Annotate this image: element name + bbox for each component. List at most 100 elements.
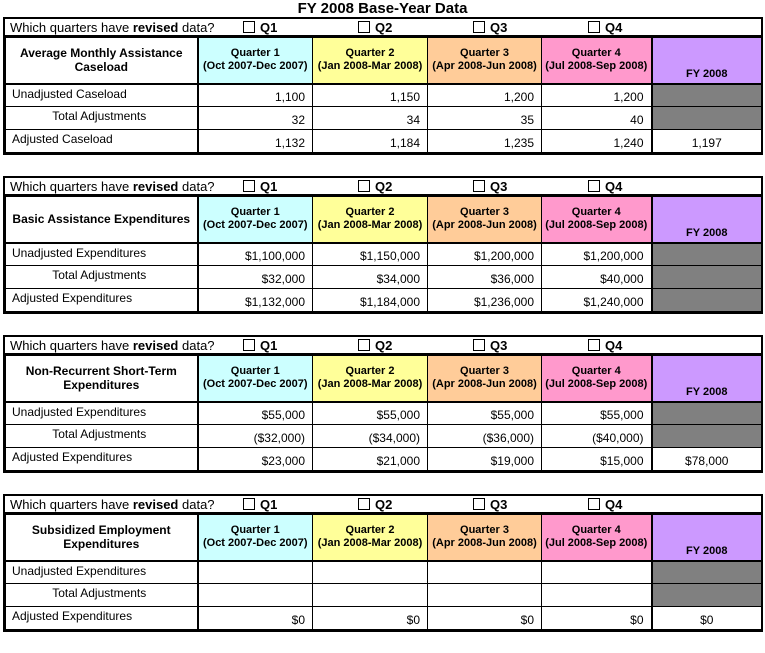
q4-checkbox-group[interactable]: Q4 (588, 338, 703, 353)
table-row: Adjusted Expenditures $23,000 $21,000 $1… (5, 447, 762, 471)
value-cell[interactable]: 1,200 (427, 83, 542, 107)
q3-checkbox[interactable] (473, 339, 485, 351)
value-cell[interactable]: $19,000 (427, 447, 542, 471)
table-non-recurrent: Which quarters have revised data? Q1 Q2 … (3, 335, 763, 473)
value-cell[interactable]: $55,000 (427, 401, 542, 425)
value-cell[interactable]: 1,100 (196, 83, 313, 107)
value-cell[interactable]: $34,000 (312, 265, 428, 289)
q2-checkbox[interactable] (358, 339, 370, 351)
fy-value-cell[interactable]: 1,197 (650, 129, 762, 153)
value-cell[interactable]: 35 (427, 106, 542, 130)
value-cell[interactable]: 1,150 (312, 83, 428, 107)
q2-checkbox-group[interactable]: Q2 (358, 20, 473, 35)
value-cell[interactable]: 1,235 (427, 129, 542, 153)
value-cell[interactable] (196, 560, 313, 584)
q2-checkbox[interactable] (358, 21, 370, 33)
question-text-post: data? (178, 19, 215, 35)
value-cell[interactable]: $0 (196, 606, 313, 630)
q4-checkbox[interactable] (588, 498, 600, 510)
value-cell[interactable]: 40 (541, 106, 652, 130)
value-cell[interactable]: $15,000 (541, 447, 652, 471)
value-cell[interactable]: $1,200,000 (541, 242, 652, 266)
quarter1-title: Quarter 1 (230, 523, 280, 536)
quarter4-title: Quarter 4 (571, 46, 621, 59)
value-cell[interactable]: $0 (541, 606, 652, 630)
value-cell[interactable]: 32 (196, 106, 313, 130)
value-cell[interactable]: ($34,000) (312, 424, 428, 448)
value-cell[interactable]: $36,000 (427, 265, 542, 289)
value-cell[interactable]: $55,000 (196, 401, 313, 425)
value-cell[interactable]: 1,132 (196, 129, 313, 153)
value-cell[interactable] (196, 583, 313, 607)
value-cell[interactable]: $1,184,000 (312, 288, 428, 312)
value-cell[interactable]: ($32,000) (196, 424, 313, 448)
value-cell[interactable]: $0 (312, 606, 428, 630)
page-title: FY 2008 Base-Year Data (297, 0, 468, 17)
value-cell[interactable]: 34 (312, 106, 428, 130)
value-cell[interactable] (312, 560, 428, 584)
q1-checkbox-group[interactable]: Q1 (243, 179, 358, 194)
q1-checkbox-group[interactable]: Q1 (243, 497, 358, 512)
value-cell[interactable] (541, 583, 652, 607)
q1-checkbox[interactable] (243, 498, 255, 510)
q4-checkbox-group[interactable]: Q4 (588, 20, 703, 35)
q2-checkbox[interactable] (358, 498, 370, 510)
q2-checkbox-group[interactable]: Q2 (358, 338, 473, 353)
q4-checkbox[interactable] (588, 339, 600, 351)
value-cell[interactable]: $1,200,000 (427, 242, 542, 266)
value-cell[interactable]: 1,240 (541, 129, 652, 153)
q3-checkbox-group[interactable]: Q3 (473, 338, 588, 353)
q1-checkbox-group[interactable]: Q1 (243, 338, 358, 353)
q2-checkbox-group[interactable]: Q2 (358, 179, 473, 194)
q3-checkbox-group[interactable]: Q3 (473, 497, 588, 512)
q3-checkbox-label: Q3 (490, 496, 508, 512)
q4-checkbox-group[interactable]: Q4 (588, 179, 703, 194)
q4-checkbox[interactable] (588, 180, 600, 192)
q2-checkbox[interactable] (358, 180, 370, 192)
fy-value-cell[interactable]: $78,000 (650, 447, 762, 471)
q3-checkbox[interactable] (473, 180, 485, 192)
quarter1-header: Quarter 1 (Oct 2007-Dec 2007) (196, 355, 313, 403)
q3-checkbox-group[interactable]: Q3 (473, 20, 588, 35)
quarter3-range: (Apr 2008-Jun 2008) (432, 60, 537, 73)
q3-checkbox[interactable] (473, 21, 485, 33)
q4-checkbox-group[interactable]: Q4 (588, 497, 703, 512)
quarter3-range: (Apr 2008-Jun 2008) (432, 219, 537, 232)
value-cell[interactable] (427, 583, 542, 607)
value-cell[interactable]: $1,236,000 (427, 288, 542, 312)
quarter4-range: (Jul 2008-Sep 2008) (545, 219, 648, 232)
q4-checkbox[interactable] (588, 21, 600, 33)
value-cell[interactable]: $55,000 (312, 401, 428, 425)
value-cell[interactable]: $23,000 (196, 447, 313, 471)
q4-checkbox-label: Q4 (605, 178, 623, 194)
value-cell[interactable]: 1,184 (312, 129, 428, 153)
quarter3-header: Quarter 3 (Apr 2008-Jun 2008) (427, 514, 542, 562)
value-cell[interactable]: $1,100,000 (196, 242, 313, 266)
q1-checkbox-group[interactable]: Q1 (243, 20, 358, 35)
value-cell[interactable]: $40,000 (541, 265, 652, 289)
quarter1-title: Quarter 1 (230, 46, 280, 59)
q1-checkbox[interactable] (243, 180, 255, 192)
value-cell[interactable]: $1,150,000 (312, 242, 428, 266)
q3-checkbox[interactable] (473, 498, 485, 510)
q1-checkbox[interactable] (243, 339, 255, 351)
quarter2-header: Quarter 2 (Jan 2008-Mar 2008) (312, 355, 428, 403)
value-cell[interactable]: $32,000 (196, 265, 313, 289)
value-cell[interactable]: ($36,000) (427, 424, 542, 448)
value-cell[interactable]: $1,240,000 (541, 288, 652, 312)
value-cell[interactable] (312, 583, 428, 607)
value-cell[interactable] (541, 560, 652, 584)
row-label: Unadjusted Expenditures (5, 242, 198, 266)
q3-checkbox-group[interactable]: Q3 (473, 179, 588, 194)
value-cell[interactable] (427, 560, 542, 584)
table-row: Total Adjustments $32,000 $34,000 $36,00… (5, 265, 762, 289)
fy-value-cell[interactable]: $0 (650, 606, 762, 630)
value-cell[interactable]: $0 (427, 606, 542, 630)
q2-checkbox-group[interactable]: Q2 (358, 497, 473, 512)
value-cell[interactable]: ($40,000) (541, 424, 652, 448)
value-cell[interactable]: $55,000 (541, 401, 652, 425)
value-cell[interactable]: $21,000 (312, 447, 428, 471)
value-cell[interactable]: 1,200 (541, 83, 652, 107)
value-cell[interactable]: $1,132,000 (196, 288, 313, 312)
q1-checkbox[interactable] (243, 21, 255, 33)
